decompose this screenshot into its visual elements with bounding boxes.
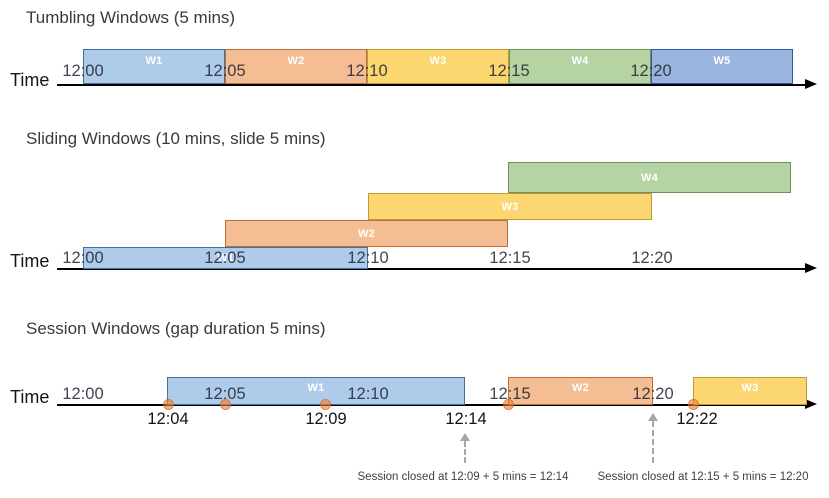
session-closed-annotation: Session closed at 12:15 + 5 mins = 12:20 (597, 471, 809, 483)
dashed-arrow-up-icon (460, 433, 470, 441)
window-box-w1: W1 (83, 247, 368, 269)
section-title: Sliding Windows (10 mins, slide 5 mins) (26, 129, 326, 148)
tick-label: 12:20 (630, 62, 672, 80)
window-box-w5: W5 (651, 49, 793, 84)
tick-label: 12:10 (347, 249, 389, 267)
tick-label: 12:05 (204, 249, 246, 267)
window-box-w1: W1 (83, 49, 225, 84)
section-title: Session Windows (gap duration 5 mins) (26, 319, 326, 338)
session-closed-annotation: Session closed at 12:09 + 5 mins = 12:14 (357, 471, 569, 483)
window-label: W2 (571, 382, 590, 394)
window-label: W4 (571, 55, 589, 67)
event-dot (688, 399, 699, 410)
timeline-axis (57, 268, 807, 270)
tick-label: 12:10 (347, 385, 389, 403)
event-dot (503, 399, 514, 410)
window-label: W3 (501, 200, 519, 213)
window-label: W5 (713, 55, 731, 67)
window-label: W1 (145, 55, 163, 67)
dashed-arrow-shaft (652, 421, 654, 463)
time-axis-label: Time (10, 251, 50, 271)
time-axis-label: Time (10, 387, 50, 407)
window-label: W1 (307, 382, 325, 394)
window-box-w3: W3 (368, 193, 652, 220)
tick-label: 12:15 (489, 249, 531, 267)
window-box-w4: W4 (509, 49, 651, 84)
time-axis-label: Time (10, 70, 50, 90)
window-label: W4 (640, 171, 659, 184)
axis-arrowhead-icon (805, 399, 817, 409)
tick-label: 12:05 (204, 62, 246, 80)
tick-label: 12:00 (62, 385, 104, 403)
window-box-w3: W3 (693, 377, 807, 405)
event-time-label: 12:04 (147, 410, 189, 428)
dashed-arrow-shaft (464, 441, 466, 463)
section-title: Tumbling Windows (5 mins) (26, 8, 236, 27)
axis-arrowhead-icon (805, 263, 817, 273)
window-label: W2 (287, 55, 305, 67)
event-dot (320, 399, 331, 410)
window-label: W1 (216, 252, 235, 264)
window-label: W3 (429, 55, 447, 67)
window-box-w2: W2 (508, 377, 653, 405)
axis-arrowhead-icon (805, 79, 817, 89)
window-box-w1: W1 (167, 377, 465, 405)
tick-label: 12:05 (204, 385, 246, 403)
tick-label: 12:10 (346, 62, 388, 80)
timeline-axis (57, 404, 807, 406)
event-time-label: 12:22 (676, 410, 718, 428)
window-box-w3: W3 (367, 49, 509, 84)
event-dot (220, 399, 231, 410)
event-time-label: 12:14 (445, 410, 487, 428)
window-box-w4: W4 (508, 162, 791, 193)
dashed-arrow-up-icon (648, 413, 658, 421)
timeline-axis (57, 84, 807, 86)
tick-label: 12:20 (631, 249, 673, 267)
window-box-w2: W2 (225, 49, 367, 84)
window-box-w2: W2 (225, 220, 508, 247)
window-label: W2 (357, 227, 376, 240)
tick-label: 12:15 (488, 62, 530, 80)
tick-label: 12:15 (489, 385, 531, 403)
tick-label: 12:00 (62, 249, 104, 267)
window-label: W3 (741, 382, 759, 394)
event-dot (163, 399, 174, 410)
tick-label: 12:00 (62, 62, 104, 80)
tick-label: 12:20 (632, 385, 674, 403)
event-time-label: 12:09 (305, 410, 347, 428)
